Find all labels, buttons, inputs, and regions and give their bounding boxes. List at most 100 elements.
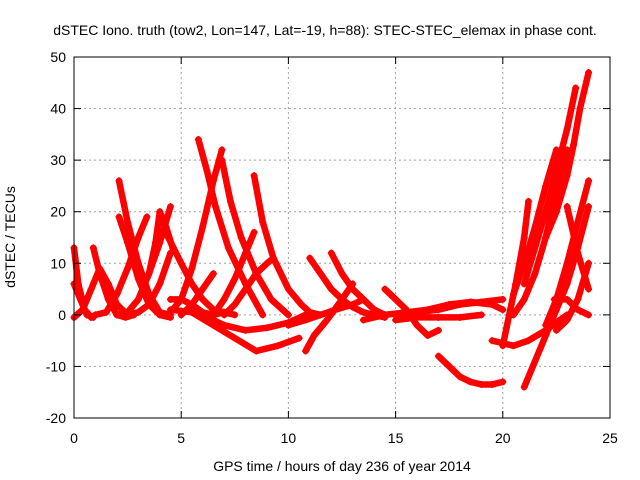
data-point [574, 218, 582, 226]
data-point [259, 311, 267, 319]
data-point [477, 311, 485, 319]
data-point [531, 223, 539, 231]
data-point [231, 275, 239, 283]
y-tick-label: 10 [50, 255, 66, 271]
data-point [212, 203, 220, 211]
data-point [310, 331, 318, 339]
data-point [510, 311, 518, 319]
data-point [199, 285, 207, 293]
y-tick-label: 40 [50, 101, 66, 117]
data-point [218, 146, 226, 154]
data-point [188, 301, 196, 309]
data-point [520, 280, 528, 288]
series-line [220, 254, 277, 319]
x-axis-label: GPS time / hours of day 236 of year 2014 [213, 458, 471, 474]
data-point [531, 270, 539, 278]
series-line [542, 69, 592, 241]
data-point [327, 285, 335, 293]
data-point [252, 347, 260, 355]
data-point [263, 259, 271, 267]
series-arc-28 [392, 295, 507, 319]
data-point [349, 301, 357, 309]
x-tick-label: 15 [388, 430, 404, 446]
series-line [328, 249, 389, 319]
data-point [327, 249, 335, 257]
data-point [231, 334, 239, 342]
series-arc-35 [510, 146, 560, 298]
data-point [550, 295, 558, 303]
data-point [520, 295, 528, 303]
data-point [576, 105, 584, 113]
data-point [224, 244, 232, 252]
data-point [297, 301, 305, 309]
data-point [96, 270, 104, 278]
series-arc-19 [220, 254, 277, 319]
data-point [434, 313, 442, 321]
data-point [295, 334, 303, 342]
data-point [274, 342, 282, 350]
y-axis-label: dSTEC / TECUs [2, 186, 18, 288]
data-point [134, 275, 142, 283]
data-point [574, 249, 582, 257]
data-point [156, 280, 164, 288]
data-point [164, 234, 172, 241]
data-point [209, 177, 217, 185]
data-point [156, 311, 164, 319]
data-point [113, 311, 121, 319]
series-arc-17 [209, 228, 258, 319]
data-point [552, 166, 560, 174]
plot-frame [73, 56, 611, 419]
data-point [392, 295, 400, 303]
series-line [510, 146, 571, 319]
data-point [302, 316, 310, 324]
data-point [177, 295, 185, 303]
data-point [370, 306, 378, 314]
data-point [124, 264, 132, 272]
data-point [520, 234, 528, 241]
data-point [317, 270, 325, 278]
x-tick-label: 20 [495, 430, 511, 446]
y-tick-label: -10 [46, 358, 66, 374]
data-point [349, 285, 357, 293]
data-point [267, 295, 275, 303]
data-point [79, 306, 87, 314]
data-point [231, 311, 239, 319]
data-point [332, 306, 340, 314]
data-point [488, 380, 496, 388]
data-point [563, 172, 571, 180]
data-point [323, 316, 331, 324]
data-point [392, 316, 400, 324]
data-point [102, 308, 110, 316]
data-point [563, 316, 571, 324]
data-point [188, 264, 196, 272]
data-point [194, 136, 202, 144]
x-tick-label: 0 [70, 430, 78, 446]
series-arc-39 [542, 68, 593, 241]
chart-title: dSTEC Iono. truth (tow2, Lon=147, Lat=-1… [53, 22, 597, 38]
series-arc-29 [392, 311, 485, 324]
data-point [89, 244, 97, 252]
data-point [124, 218, 132, 226]
data-point [520, 259, 528, 267]
data-point [456, 301, 464, 309]
data-point [156, 208, 164, 216]
data-point [510, 342, 518, 350]
data-point [263, 324, 271, 332]
data-point [166, 306, 174, 314]
series-line [167, 146, 226, 316]
data-point [477, 380, 485, 388]
data-point [563, 259, 571, 267]
x-tick-label: 25 [602, 430, 618, 446]
series-arc-11 [124, 249, 174, 319]
data-point [269, 254, 277, 262]
data-point [237, 234, 245, 241]
data-point [166, 203, 174, 211]
series-line [551, 296, 592, 319]
data-point [424, 331, 432, 339]
data-point [242, 249, 250, 257]
data-point [145, 301, 153, 309]
data-point [585, 177, 593, 185]
data-point [467, 378, 475, 386]
data-point [220, 295, 228, 303]
series-line [520, 84, 579, 288]
